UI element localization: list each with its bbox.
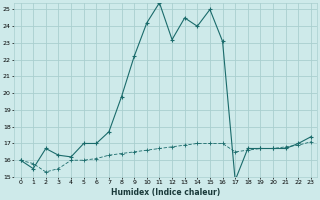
X-axis label: Humidex (Indice chaleur): Humidex (Indice chaleur) xyxy=(111,188,220,197)
